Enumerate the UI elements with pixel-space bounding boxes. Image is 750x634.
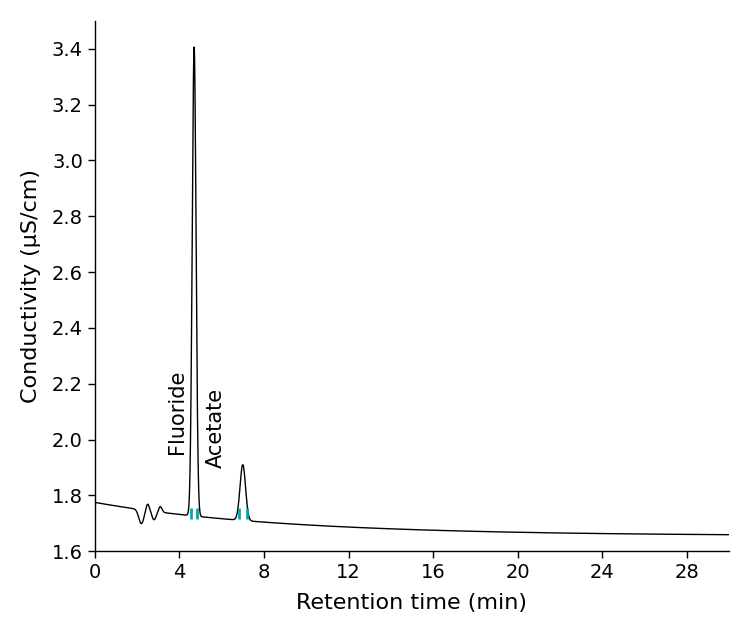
Text: Fluoride: Fluoride <box>166 369 187 453</box>
Y-axis label: Conductivity (μS/cm): Conductivity (μS/cm) <box>21 169 40 403</box>
X-axis label: Retention time (min): Retention time (min) <box>296 593 527 613</box>
Text: Acetate: Acetate <box>206 387 226 467</box>
